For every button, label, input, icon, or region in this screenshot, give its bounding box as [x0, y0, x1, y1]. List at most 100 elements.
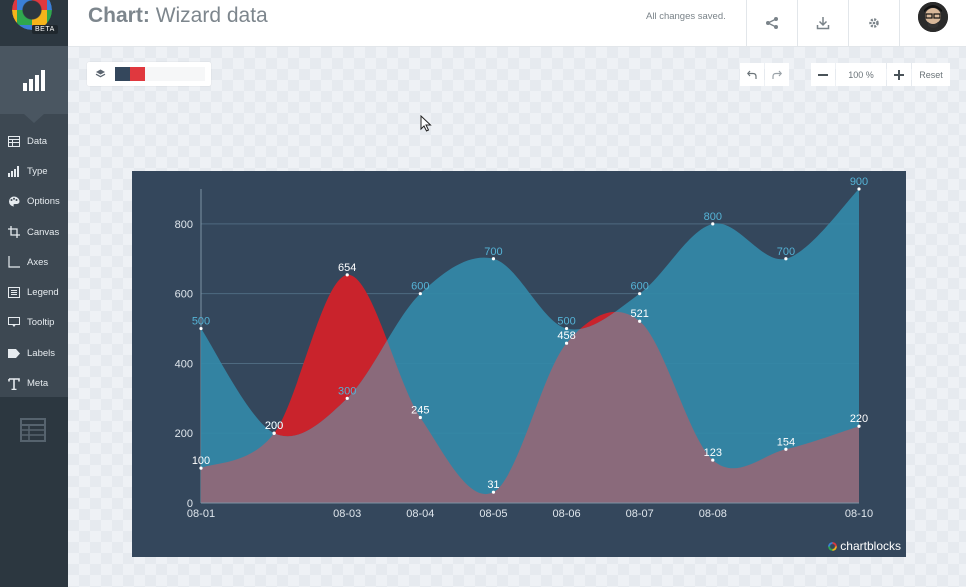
x-tick-label: 08-05 [479, 508, 507, 520]
avatar[interactable] [918, 2, 948, 32]
x-tick-label: 08-04 [406, 508, 434, 520]
brand-name: chartblocks [840, 539, 901, 553]
sidebar-item-meta[interactable]: Meta [0, 368, 68, 398]
series-pink-point [345, 273, 349, 277]
palette-icon [95, 69, 106, 78]
share-button[interactable] [746, 0, 797, 46]
sidebar-item-label: Options [27, 196, 60, 208]
series-pink-point [491, 490, 496, 494]
gear-icon [869, 18, 879, 28]
x-tick-label: 08-10 [845, 508, 873, 520]
sidebar-menu: Data Type Options Canvas Axes Legend Tooltip La… [0, 126, 68, 399]
series-pink-point [784, 447, 788, 451]
series-pink-data-label: 245 [411, 405, 429, 417]
series-pink-data-label: 100 [192, 455, 210, 467]
chartblocks-brand: chartblocks [828, 539, 901, 553]
sidebar-item-legend[interactable]: Legend [0, 277, 68, 307]
beta-badge: BETA [32, 25, 58, 34]
bar-chart-icon [7, 165, 21, 177]
x-tick-label: 08-06 [552, 508, 580, 520]
series-pink-point [638, 319, 642, 323]
zoom-in-button[interactable] [887, 63, 911, 86]
settings-button[interactable] [848, 0, 899, 46]
series-pink-data-label: 31 [487, 479, 499, 491]
sidebar-item-tooltip[interactable]: Tooltip [0, 308, 68, 338]
sidebar-item-canvas[interactable]: Canvas [0, 217, 68, 247]
redo-button[interactable] [765, 63, 789, 86]
sidebar-item-type[interactable]: Type [0, 156, 68, 186]
undo-button[interactable] [740, 63, 764, 86]
zoom-level[interactable]: 100 % [836, 63, 886, 86]
series-blue-point [711, 222, 715, 226]
bar-chart-icon [23, 70, 45, 91]
sidebar-item-axes[interactable]: Axes [0, 247, 68, 277]
user-menu[interactable] [899, 0, 950, 46]
series-blue-point [345, 396, 349, 400]
chart-tool-button[interactable] [0, 46, 68, 123]
sidebar-item-labels[interactable]: Labels [0, 338, 68, 368]
series-pink-data-label: 200 [265, 420, 283, 432]
y-tick-label: 600 [175, 289, 193, 301]
chart-name[interactable]: Wizard data [155, 4, 268, 27]
download-button[interactable] [797, 0, 848, 46]
share-icon [766, 17, 778, 29]
page-title: Chart: Wizard data [88, 4, 268, 28]
series-blue-data-label: 300 [338, 385, 356, 397]
theme-selector[interactable] [87, 62, 211, 86]
series-pink-point [711, 458, 715, 462]
sidebar-item-label: Canvas [27, 226, 60, 238]
zoom-out-button[interactable] [811, 63, 835, 86]
crop-icon [7, 226, 21, 239]
chartblocks-logo-icon [828, 541, 838, 551]
theme-swatch-empty [145, 67, 205, 81]
x-tick-label: 08-03 [333, 508, 361, 520]
sidebar-item-label: Legend [27, 287, 59, 299]
series-blue-point [564, 326, 569, 331]
series-blue-data-label: 200 [265, 420, 283, 432]
series-pink-data-label: 220 [850, 413, 868, 425]
x-tick-label: 08-08 [699, 508, 727, 520]
series-pink-data-label: 654 [338, 262, 356, 274]
title-prefix: Chart: [88, 4, 150, 27]
series-blue-data-label: 700 [777, 246, 795, 258]
sidebar-item-label: Type [27, 165, 48, 177]
sidebar-item-label: Labels [27, 347, 55, 359]
series-pink-point [564, 341, 569, 345]
sidebar-item-data[interactable]: Data [0, 126, 68, 156]
series-pink-point [272, 431, 276, 435]
series-pink-data-label: 521 [630, 308, 648, 320]
sidebar-item-label: Data [27, 135, 48, 147]
series-blue-point [199, 326, 203, 331]
y-tick-label: 400 [175, 358, 193, 370]
sidebar-item-label: Meta [27, 378, 49, 390]
series-blue-point [638, 292, 642, 296]
series-blue-point [857, 187, 861, 191]
app-logo[interactable]: BETA [0, 0, 68, 46]
plus-icon [894, 69, 904, 80]
redo-icon [772, 70, 782, 79]
y-tick-label: 200 [175, 428, 193, 440]
data-table-icon[interactable] [20, 418, 46, 447]
active-pointer [24, 114, 44, 123]
series-pink-data-label: 154 [777, 436, 795, 448]
series-pink-data-label: 458 [557, 330, 575, 342]
axes-icon [7, 256, 21, 268]
reset-zoom-button[interactable]: Reset [912, 63, 950, 86]
theme-swatch-dark [115, 67, 130, 81]
palette-icon [7, 196, 21, 208]
x-tick-label: 08-07 [626, 508, 654, 520]
mouse-cursor-icon [420, 115, 432, 132]
chart-plot[interactable]: 0 200 400 600 800 500 200 300 600 700 500 600 800 700… [132, 171, 906, 557]
table-icon [7, 135, 21, 147]
chart-canvas[interactable]: 0 200 400 600 800 500 200 300 600 700 500 600 800 700… [132, 171, 906, 557]
legend-icon [7, 287, 21, 299]
tooltip-icon [7, 317, 21, 329]
series-blue-data-label: 500 [192, 316, 210, 328]
undo-icon [747, 70, 757, 79]
y-tick-label: 800 [175, 219, 193, 231]
sidebar-item-label: Tooltip [27, 317, 55, 329]
series-blue-data-label: 700 [484, 246, 502, 258]
sidebar-item-label: Axes [27, 256, 49, 268]
series-pink-point [418, 415, 422, 420]
sidebar-item-options[interactable]: Options [0, 187, 68, 217]
